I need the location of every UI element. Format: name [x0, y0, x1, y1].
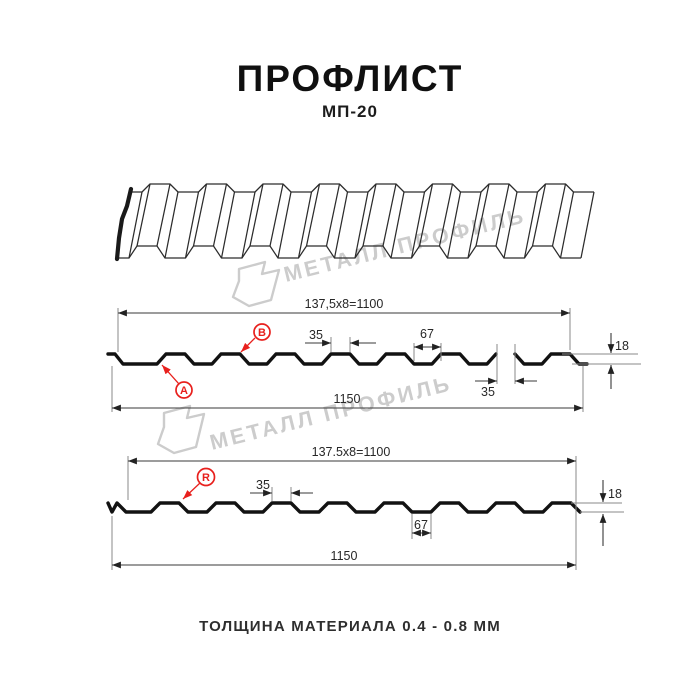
dim-crest-top-value: 35 — [256, 478, 270, 492]
dim-pitch-value: 137,5x8=1100 — [305, 297, 384, 311]
dim-pitch-value: 137.5x8=1100 — [312, 445, 391, 459]
dim-total: 1150 — [112, 392, 583, 412]
page-title: ПРОФЛИСТ — [236, 58, 464, 99]
dim-valley: 67 — [414, 327, 441, 351]
brand-logo-outline — [156, 404, 206, 455]
dim-crest-top-value: 35 — [309, 328, 323, 342]
dim-pitch: 137.5x8=1100 — [128, 445, 576, 465]
dim-valley-value: 67 — [414, 518, 428, 532]
dim-total: 1150 — [112, 549, 576, 569]
cross-section-ab: 137,5x8=1100 35 67 18 — [106, 297, 641, 412]
dim-crest-top: 35 — [305, 328, 376, 347]
cross-section-r: 137.5x8=1100 35 67 18 1150 — [106, 445, 624, 570]
callout-r: R — [182, 467, 216, 500]
watermark-text: МЕТАЛЛ ПРОФИЛЬ — [207, 371, 454, 454]
dim-crest-top: 35 — [250, 478, 313, 497]
dim-total-value: 1150 — [334, 392, 361, 406]
profile-model-label: МП-20 — [322, 102, 378, 121]
callout-b: B — [240, 323, 271, 353]
callout-b-letter: B — [258, 327, 266, 339]
brand-logo-outline — [231, 260, 281, 308]
material-thickness-note: ТОЛЩИНА МАТЕРИАЛА 0.4 - 0.8 ММ — [199, 618, 501, 635]
dim-valley-value: 67 — [420, 327, 434, 341]
watermark-text: МЕТАЛЛ ПРОФИЛЬ — [281, 203, 528, 286]
dim-height-value: 18 — [615, 339, 629, 353]
dim-height: 18 — [599, 480, 622, 546]
dim-overlap: 35 — [475, 377, 537, 399]
dim-valley: 67 — [412, 518, 431, 537]
sheet-front-edge — [117, 245, 581, 259]
profile-outline — [106, 501, 582, 514]
dim-pitch: 137,5x8=1100 — [118, 297, 570, 317]
dim-height-value: 18 — [608, 487, 622, 501]
corrugation-ribs — [128, 183, 575, 259]
watermark-middle: МЕТАЛЛ ПРОФИЛЬ — [156, 371, 454, 455]
callout-a: A — [161, 364, 193, 399]
watermark-top: МЕТАЛЛ ПРОФИЛЬ — [231, 203, 528, 308]
dim-height: 18 — [607, 333, 629, 389]
sheet-left-cut-edge — [114, 186, 134, 262]
callout-a-letter: A — [180, 385, 188, 397]
dim-total-value: 1150 — [331, 549, 358, 563]
dim-overlap-value: 35 — [481, 385, 495, 399]
callout-r-letter: R — [202, 472, 210, 484]
sheet-back-edge — [130, 183, 594, 193]
sheet-3d-view — [114, 183, 595, 262]
sheet-right-cut-edge — [580, 191, 595, 259]
